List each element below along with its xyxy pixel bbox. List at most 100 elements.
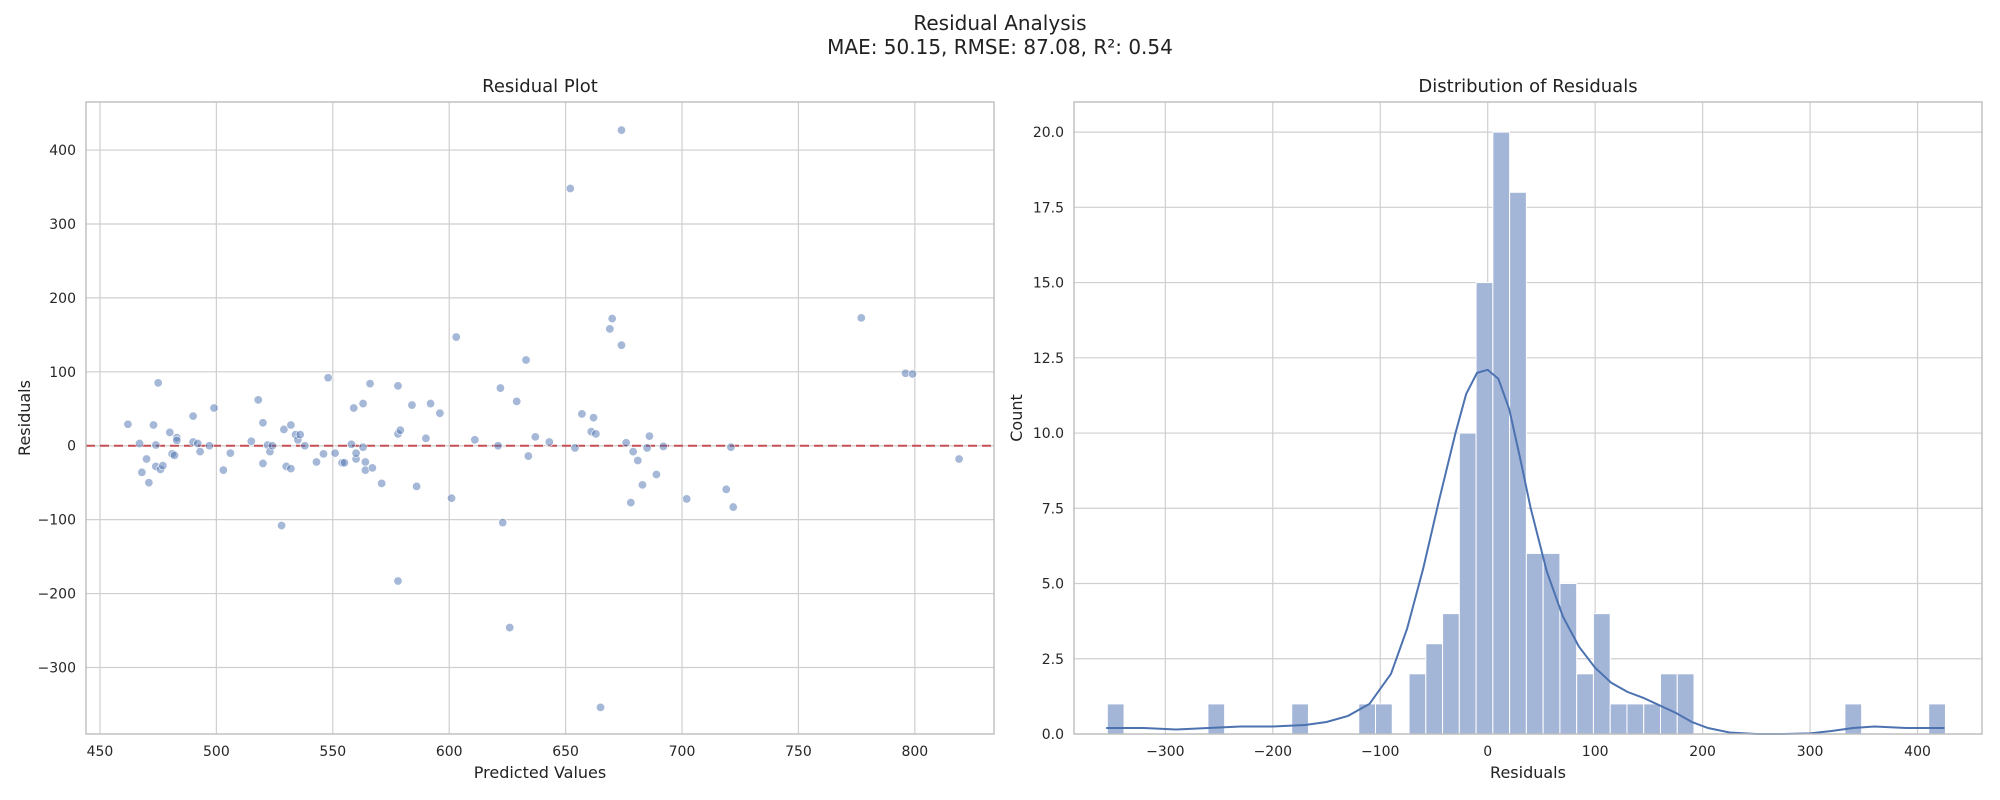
histogram-bar: [1542, 552, 1561, 735]
histogram-bar: [1408, 673, 1427, 735]
x-tick-label: 750: [785, 744, 812, 760]
scatter-point: [188, 411, 198, 421]
scatter-point: [246, 436, 256, 446]
scatter-point: [195, 447, 205, 457]
x-tick-label: 100: [1582, 744, 1609, 760]
residual-plot-panel: Residual Plot 450 500 550 600 650 700 750 800 −…: [15, 76, 995, 782]
histogram-bar: [1626, 703, 1645, 735]
histogram-bar: [1442, 613, 1460, 735]
scatter-point: [412, 481, 422, 491]
scatter-point: [591, 429, 601, 439]
scatter-point: [218, 465, 228, 475]
y-tick-label: 20.0: [1033, 125, 1064, 141]
scatter-point: [642, 443, 652, 453]
scatter-point: [349, 403, 359, 413]
scatter-point: [318, 449, 328, 459]
scatter-point: [616, 125, 626, 135]
scatter-point: [726, 442, 736, 452]
scatter-point: [521, 355, 531, 365]
scatter-point: [286, 464, 296, 474]
residual-plot-grid: [86, 102, 994, 734]
histogram-bar: [1425, 643, 1444, 735]
scatter-point: [172, 436, 182, 446]
x-tick-label: 700: [669, 744, 696, 760]
residual-plot-title: Residual Plot: [482, 76, 598, 97]
scatter-point: [395, 425, 405, 435]
scatter-point: [358, 442, 368, 452]
scatter-point: [495, 383, 505, 393]
scatter-point: [644, 431, 654, 441]
y-tick-label: −200: [38, 587, 76, 603]
scatter-point: [908, 369, 918, 379]
scatter-point: [628, 447, 638, 457]
y-tick-label: 0: [67, 439, 76, 455]
scatter-point: [165, 427, 175, 437]
y-tick-label: 5.0: [1042, 577, 1064, 593]
scatter-point: [421, 433, 431, 443]
scatter-point: [637, 480, 647, 490]
histogram-bar: [1676, 673, 1695, 735]
scatter-point: [346, 439, 356, 449]
scatter-point: [954, 454, 964, 464]
y-tick-label: 200: [49, 291, 76, 307]
scatter-point: [377, 478, 387, 488]
scatter-point: [135, 439, 145, 449]
scatter-point: [339, 458, 349, 468]
scatter-point: [137, 467, 147, 477]
scatter-point: [365, 379, 375, 389]
scatter-point: [158, 461, 168, 471]
histogram-bar: [1525, 552, 1544, 735]
residual-plot-frame: [85, 101, 995, 735]
histogram-bar: [1207, 703, 1226, 735]
scatter-point: [351, 448, 361, 458]
residual-plot-y-ticks: −300 −200 −100 0 100 200 300 400: [38, 143, 76, 676]
x-tick-label: −100: [1361, 744, 1399, 760]
scatter-point: [498, 518, 508, 528]
scatter-point: [193, 439, 203, 449]
residual-plot-x-ticks: 450 500 550 600 650 700 750 800: [87, 744, 929, 760]
figure-subtitle: MAE: 50.15, RMSE: 87.08, R²: 0.54: [827, 35, 1173, 59]
scatter-point: [505, 623, 515, 633]
distribution-y-label: Count: [1007, 394, 1026, 442]
scatter-point: [123, 419, 133, 429]
scatter-point: [616, 340, 626, 350]
histogram-bar: [1559, 583, 1578, 735]
scatter-point: [225, 448, 235, 458]
scatter-point: [277, 521, 287, 531]
residual-plot-y-label: Residuals: [15, 380, 34, 456]
scatter-point: [682, 494, 692, 504]
x-tick-label: −200: [1254, 744, 1292, 760]
scatter-point: [721, 484, 731, 494]
x-tick-label: 550: [319, 744, 346, 760]
scatter-point: [393, 381, 403, 391]
scatter-point: [258, 458, 268, 468]
scatter-point: [605, 324, 615, 334]
scatter-point: [856, 313, 866, 323]
histogram-bar: [1291, 703, 1309, 735]
scatter-point: [570, 443, 580, 453]
x-tick-label: 650: [552, 744, 579, 760]
scatter-point: [426, 399, 436, 409]
scatter-point: [286, 420, 296, 430]
scatter-point: [258, 418, 268, 428]
y-tick-label: 15.0: [1033, 276, 1064, 292]
scatter-point: [451, 332, 461, 342]
scatter-point: [621, 438, 631, 448]
y-tick-label: −100: [38, 513, 76, 529]
y-tick-label: −300: [38, 660, 76, 676]
histogram-bar: [1576, 673, 1594, 735]
scatter-point: [633, 456, 643, 466]
scatter-point: [728, 502, 738, 512]
scatter-point: [523, 451, 533, 461]
scatter-point: [512, 396, 522, 406]
scatter-point: [530, 432, 540, 442]
x-tick-label: −300: [1146, 744, 1184, 760]
scatter-point: [279, 424, 289, 434]
residual-points: [123, 125, 964, 712]
y-tick-label: 7.5: [1042, 501, 1064, 517]
scatter-point: [169, 450, 179, 460]
scatter-point: [267, 441, 277, 451]
scatter-point: [253, 395, 263, 405]
scatter-point: [149, 420, 159, 430]
